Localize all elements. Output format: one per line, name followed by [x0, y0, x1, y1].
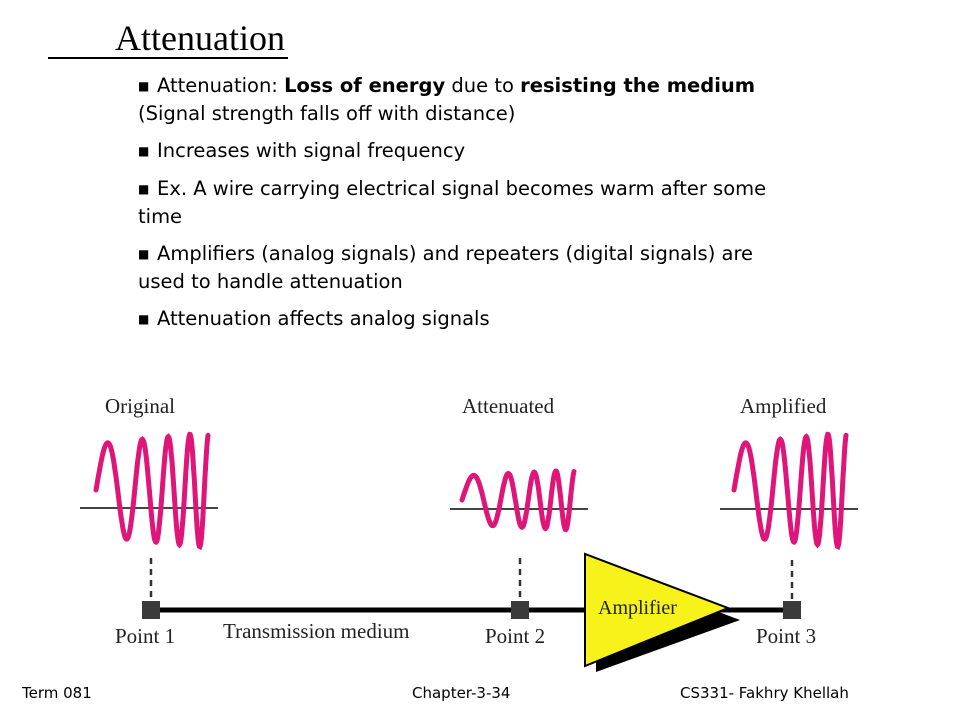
- bullet-text: Attenuation affects analog signals: [157, 307, 490, 330]
- bullet-list: ■ Attenuation: Loss of energy due to resi…: [138, 72, 778, 343]
- point2-label: Point 2: [485, 624, 545, 648]
- footer-course: CS331- Fakhry Khellah: [680, 684, 849, 702]
- bullet-marker-icon: ■: [138, 247, 150, 261]
- amplified-label: Amplified: [740, 394, 827, 418]
- amplified-waveform: [731, 431, 849, 551]
- bullet-item: ■ Attenuation: Loss of energy due to resi…: [138, 72, 778, 127]
- attenuated-label: Attenuated: [462, 394, 555, 418]
- bullet-item: ■ Attenuation affects analog signals: [138, 305, 778, 333]
- bullet-marker-icon: ■: [138, 79, 150, 93]
- bullet-text-run: (Signal strength falls off with distance…: [138, 102, 516, 125]
- bullet-text: Amplifiers (analog signals) and repeater…: [138, 242, 753, 293]
- bullet-bold-text: Loss of energy: [284, 74, 446, 97]
- point1-marker: [142, 601, 160, 619]
- bullet-marker-icon: ■: [138, 312, 150, 326]
- bullet-item: ■ Amplifiers (analog signals) and repeate…: [138, 240, 778, 295]
- slide-title: Attenuation: [115, 18, 285, 58]
- bullet-marker-icon: ■: [138, 182, 150, 196]
- bullet-marker-icon: ■: [138, 144, 150, 158]
- footer-chapter: Chapter-3-34: [412, 684, 511, 702]
- bullet-text-run: due to: [445, 74, 521, 97]
- footer-term: Term 081: [22, 684, 92, 702]
- amplifier-triangle: [584, 552, 731, 668]
- medium-label: Transmission medium: [223, 619, 410, 643]
- bullet-text-run: Amplifiers (analog signals) and repeater…: [138, 242, 754, 293]
- title-underline: [48, 57, 288, 59]
- point3-label: Point 3: [756, 624, 816, 648]
- original-waveform: [93, 431, 211, 551]
- bullet-text: Increases with signal frequency: [157, 139, 465, 162]
- bullet-bold-text: resisting the medium: [520, 74, 756, 97]
- bullet-item: ■ Ex. A wire carrying electrical signal b…: [138, 175, 778, 230]
- bullet-text-run: Attenuation affects analog signals: [157, 307, 490, 330]
- bullet-text-run: Attenuation:: [157, 74, 285, 97]
- amplifier-label: Amplifier: [598, 597, 677, 619]
- bullet-text-run: Ex. A wire carrying electrical signal be…: [138, 177, 767, 228]
- bullet-text: Attenuation: Loss of energy due to resis…: [138, 74, 755, 125]
- original-label: Original: [105, 394, 175, 418]
- point1-label: Point 1: [115, 624, 175, 648]
- point2-marker: [511, 601, 529, 619]
- attenuated-waveform: [459, 468, 577, 533]
- bullet-text: Ex. A wire carrying electrical signal be…: [138, 177, 766, 228]
- bullet-item: ■ Increases with signal frequency: [138, 137, 778, 165]
- bullet-text-run: Increases with signal frequency: [157, 139, 466, 162]
- point3-marker: [783, 601, 801, 619]
